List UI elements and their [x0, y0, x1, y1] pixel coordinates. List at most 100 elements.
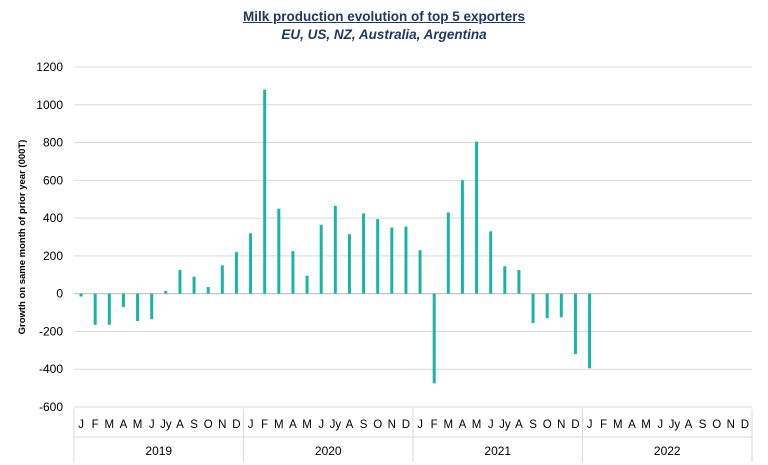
y-tick-label: 800 [43, 136, 63, 150]
y-tick-label: 400 [43, 211, 63, 225]
bar [107, 293, 111, 325]
bar [573, 293, 577, 355]
bar [192, 276, 196, 294]
month-label: A [289, 419, 297, 431]
bar [178, 270, 182, 294]
month-label: F [600, 419, 607, 431]
bar [206, 287, 210, 294]
month-label: J [417, 419, 423, 431]
month-label: A [120, 419, 128, 431]
bar [136, 293, 140, 322]
bar [517, 270, 521, 294]
month-label: Jy [160, 419, 172, 431]
y-axis-label: Growth on same month of prior year (000T… [17, 140, 28, 335]
month-label: M [613, 419, 623, 431]
bar [362, 213, 366, 294]
bar [559, 293, 563, 318]
bar [376, 219, 380, 294]
month-label: O [543, 419, 552, 431]
bar [503, 266, 507, 294]
month-label: S [360, 419, 368, 431]
month-label: J [149, 419, 155, 431]
month-label: O [712, 419, 721, 431]
month-label: F [92, 419, 99, 431]
month-label: A [176, 419, 184, 431]
bar [249, 233, 253, 294]
month-label: M [133, 419, 143, 431]
month-label: J [657, 419, 663, 431]
month-label: M [444, 419, 454, 431]
month-label: A [346, 419, 354, 431]
month-label: M [105, 419, 115, 431]
y-tick-label: 600 [43, 173, 63, 187]
bar [475, 141, 479, 294]
y-tick-label: 1000 [36, 98, 63, 112]
bar [390, 227, 394, 294]
bar [150, 293, 154, 320]
bar [489, 231, 493, 294]
month-label: N [218, 419, 226, 431]
bar [545, 293, 549, 319]
month-label: M [302, 419, 312, 431]
month-label: Jy [499, 419, 511, 431]
year-label: 2020 [315, 444, 342, 458]
month-label: Jy [330, 419, 342, 431]
month-label: S [190, 419, 198, 431]
bar [121, 293, 125, 307]
y-tick-label: 0 [56, 287, 63, 301]
chart-subtitle: EU, US, NZ, Australia, Argentina [281, 27, 487, 42]
year-label: 2021 [484, 444, 511, 458]
bar [333, 205, 337, 294]
bar [277, 208, 281, 294]
month-label: Jy [669, 419, 681, 431]
bar [164, 290, 168, 294]
y-tick-label: -600 [39, 400, 63, 414]
bar [319, 224, 323, 294]
month-label: J [488, 419, 494, 431]
month-label: J [248, 419, 254, 431]
y-tick-label: -400 [39, 362, 63, 376]
month-label: J [78, 419, 84, 431]
month-label: M [472, 419, 482, 431]
month-label: D [402, 419, 410, 431]
y-tick-label: 200 [43, 249, 63, 263]
month-label: A [515, 419, 523, 431]
month-label: J [587, 419, 593, 431]
month-label: D [571, 419, 579, 431]
bar [460, 180, 464, 294]
bar [93, 293, 97, 325]
bar [220, 265, 224, 294]
month-label: F [431, 419, 438, 431]
bar [531, 293, 535, 323]
month-label: F [261, 419, 268, 431]
bar [79, 293, 83, 297]
month-label: D [232, 419, 240, 431]
month-label: M [274, 419, 284, 431]
month-label: O [204, 419, 213, 431]
month-label: A [628, 419, 636, 431]
bar [234, 252, 238, 294]
month-label: O [373, 419, 382, 431]
bar [418, 250, 422, 294]
month-label: D [741, 419, 749, 431]
month-label: A [459, 419, 467, 431]
y-tick-label: 1200 [36, 60, 63, 74]
bar [291, 251, 295, 294]
year-label: 2022 [654, 444, 681, 458]
bar [432, 293, 436, 384]
bar [588, 293, 592, 369]
chart-title: Milk production evolution of top 5 expor… [242, 9, 525, 24]
month-label: S [529, 419, 537, 431]
bar [446, 212, 450, 294]
month-label: S [699, 419, 707, 431]
month-label: A [685, 419, 693, 431]
bar [404, 226, 408, 294]
bar [263, 89, 267, 294]
bar [347, 234, 351, 294]
month-label: J [318, 419, 324, 431]
month-label: M [641, 419, 651, 431]
month-label: N [727, 419, 735, 431]
month-label: N [388, 419, 396, 431]
